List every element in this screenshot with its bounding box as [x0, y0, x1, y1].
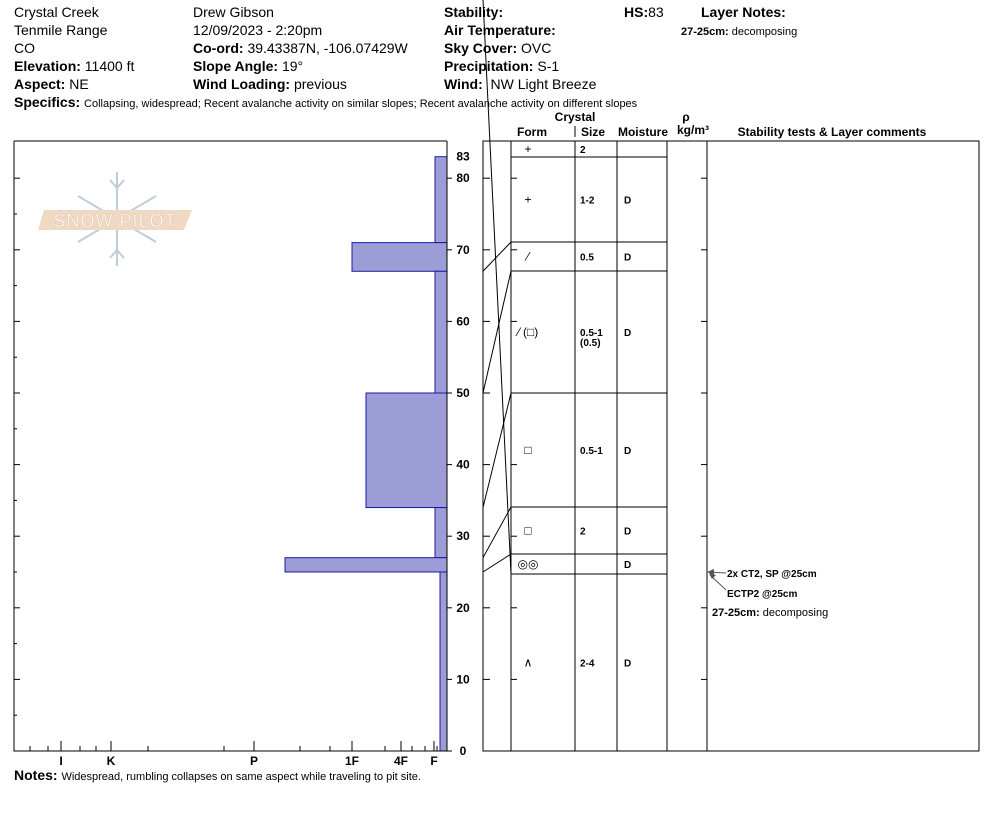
height-label: 10 — [456, 672, 470, 686]
coordinates: Co-ord: 39.43387N, -106.07429W — [193, 40, 408, 56]
crystal-size: 0.5-1 — [580, 446, 603, 457]
hardness-label: F — [430, 754, 437, 768]
crystal-size: 0.5 — [580, 253, 594, 264]
crystal-size-secondary: (0.5) — [580, 338, 601, 349]
moisture: D — [624, 659, 631, 670]
height-label: 20 — [456, 601, 470, 615]
logo-text: SNOW PILOT — [53, 211, 176, 231]
crystal-form: □ — [524, 443, 531, 457]
header-crystal: Crystal — [555, 110, 596, 124]
hardness-bar — [434, 270, 448, 394]
crystal-form: ⁄ — [524, 250, 531, 264]
wind-loading: Wind Loading: previous — [193, 76, 347, 92]
moisture: D — [624, 328, 631, 339]
datetime: 12/09/2023 - 2:20pm — [193, 22, 323, 38]
snowpilot-logo: SNOW PILOT — [38, 172, 192, 266]
depth-connector — [482, 241, 512, 272]
hardness-bar — [284, 557, 448, 573]
moisture: D — [624, 446, 631, 457]
crystal-form: ◎◎ — [518, 557, 539, 571]
location: Crystal Creek — [14, 4, 99, 20]
height-label: 70 — [456, 243, 470, 257]
elevation: Elevation: 11400 ft — [14, 58, 135, 74]
state: CO — [14, 40, 35, 56]
height-label: 40 — [456, 458, 470, 472]
slope-angle: Slope Angle: 19° — [193, 58, 304, 74]
notes: Notes: Widespread, rumbling collapses on… — [14, 767, 421, 783]
hardness-profile-chart: 0 10 20 30 40 50 60 70 80 83 I K P 1F 4F F — [13, 140, 470, 768]
arrowhead-icon — [707, 569, 714, 575]
stability-test: 2x CT2, SP @25cm — [727, 569, 817, 580]
aspect: Aspect: NE — [14, 76, 89, 92]
depth-connector — [482, 0, 512, 575]
hardness-label: 4F — [394, 754, 408, 768]
depth-connector — [482, 270, 512, 394]
precipitation: Precipitation: S-1 — [444, 58, 560, 74]
hardness-bar — [351, 242, 448, 272]
crystal-size: 0.5-1 — [580, 328, 603, 339]
wind: Wind: NW Light Breeze — [444, 76, 597, 92]
range: Tenmile Range — [14, 22, 108, 38]
height-label: 30 — [456, 529, 470, 543]
hardness-label: I — [59, 754, 62, 768]
hardness-label: P — [250, 754, 258, 768]
stability: Stability: — [444, 4, 504, 20]
height-label: 50 — [456, 386, 470, 400]
hardness-bar — [365, 392, 448, 509]
crystal-form: □ — [524, 524, 531, 538]
moisture: D — [624, 253, 631, 264]
hardness-bar — [434, 156, 448, 244]
crystal-size: 2 — [580, 145, 586, 156]
height-label: 0 — [460, 744, 467, 758]
hs-label: 83 — [456, 150, 470, 164]
header-density: kg/m³ — [677, 123, 709, 137]
header-size: Size — [581, 125, 605, 139]
crystal-form: ⁄ (□) — [515, 325, 539, 339]
crystal-form: ∧ — [524, 656, 533, 670]
arrowhead-icon — [709, 573, 716, 579]
header-moisture: Moisture — [618, 125, 668, 139]
hardness-bar — [439, 571, 448, 752]
layer-notes-title: Layer Notes: — [701, 4, 786, 20]
moisture: D — [624, 560, 631, 571]
stability-test: ECTP2 @25cm — [727, 589, 797, 600]
header-form: Form — [517, 125, 547, 139]
moisture: D — [624, 196, 631, 207]
air-temperature: Air Temperature: — [444, 22, 556, 38]
header-comments: Stability tests & Layer comments — [738, 125, 927, 139]
layer-comment: 27-25cm: decomposing — [712, 607, 828, 619]
hardness-label: K — [107, 754, 116, 768]
depth-connector — [482, 392, 512, 508]
depth-connector — [482, 506, 512, 558]
height-label: 60 — [456, 314, 470, 328]
hardness-bar — [434, 507, 448, 559]
height-label: 80 — [456, 171, 470, 185]
table-frame — [482, 140, 980, 752]
hardness-label: 1F — [345, 754, 359, 768]
crystal-size: 2 — [580, 527, 586, 538]
observer: Drew Gibson — [193, 4, 274, 20]
layer-table: Crystal Form Size Moisture ρkg/m³ Stability t… — [482, 0, 980, 752]
moisture: D — [624, 527, 631, 538]
crystal-size: 2-4 — [580, 659, 595, 670]
depth-connector — [482, 553, 512, 573]
sky-cover: Sky Cover: OVC — [444, 40, 552, 56]
header-rho: ρ — [682, 110, 689, 124]
plot-frame — [13, 141, 448, 752]
crystal-size: 1-2 — [580, 196, 595, 207]
crystal-form: + — [524, 193, 531, 207]
crystal-form: + — [524, 142, 531, 156]
specifics: Specifics: Collapsing, widespread; Recen… — [14, 94, 638, 110]
hs: HS:83 — [624, 4, 664, 20]
layer-note: 27-25cm: decomposing — [681, 26, 798, 38]
